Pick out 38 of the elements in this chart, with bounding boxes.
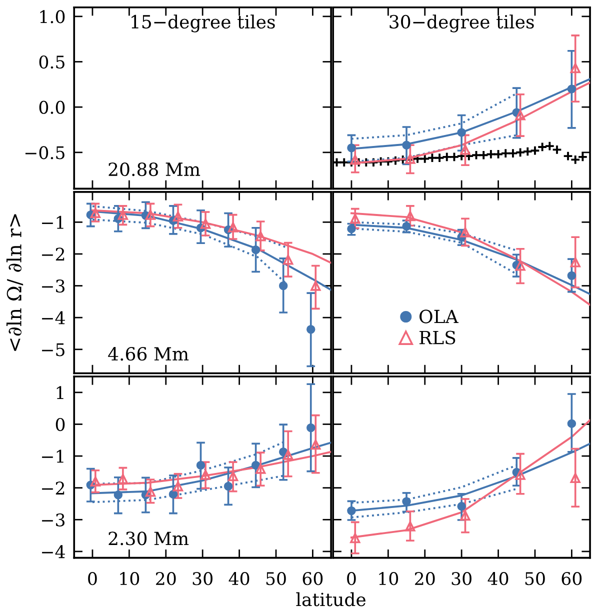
annotation: 4.66 Mm	[108, 347, 189, 361]
x-tick-label: 20	[415, 572, 435, 586]
y-tick-label: 0	[56, 418, 65, 432]
y-tick-label: −4	[42, 545, 65, 558]
y-tick-label: −4	[42, 311, 65, 324]
x-tick-label: 40	[488, 572, 508, 586]
x-tick-label: 50	[525, 572, 545, 586]
chart-title: 15−degree tiles	[132, 14, 275, 32]
y-tick-label: −3	[42, 513, 64, 526]
x-tick-label: 30	[192, 572, 212, 586]
x-tick-label: 60	[562, 572, 582, 586]
y-tick-label: −1	[42, 216, 64, 229]
chart-title: 30−degree tiles	[390, 14, 534, 32]
y-tick-label: −0.5	[25, 146, 64, 160]
y-axis-title: <∂ln Ω/ ∂ln r>	[6, 214, 24, 351]
x-tick-label: 10	[379, 572, 398, 586]
y-tick-label: 0.0	[39, 100, 65, 114]
x-tick-label: 50	[266, 572, 286, 586]
y-tick-label: 1.0	[40, 10, 65, 24]
y-tick-label: 1	[56, 386, 64, 400]
y-tick-label: −3	[42, 279, 64, 293]
y-tick-label: −5	[42, 343, 64, 356]
x-tick-label: 60	[302, 572, 323, 586]
legend-label: RLS	[420, 330, 456, 344]
y-tick-label: −2	[42, 482, 64, 494]
x-axis-title: latitude	[296, 592, 366, 606]
x-tick-label: 30	[452, 572, 472, 586]
annotation: 20.88 Mm	[108, 162, 200, 176]
legend-label: OLA	[420, 310, 459, 324]
x-tick-label: 0	[347, 572, 356, 586]
x-tick-label: 10	[120, 572, 140, 586]
y-tick-label: −1	[42, 450, 64, 463]
y-tick-label: 0.5	[39, 55, 64, 69]
y-tick-label: −2	[42, 248, 64, 261]
x-tick-label: 40	[228, 572, 250, 586]
annotation: 2.30 Mm	[108, 532, 189, 546]
x-tick-label: 20	[156, 572, 176, 586]
x-tick-label: 0	[88, 572, 97, 586]
